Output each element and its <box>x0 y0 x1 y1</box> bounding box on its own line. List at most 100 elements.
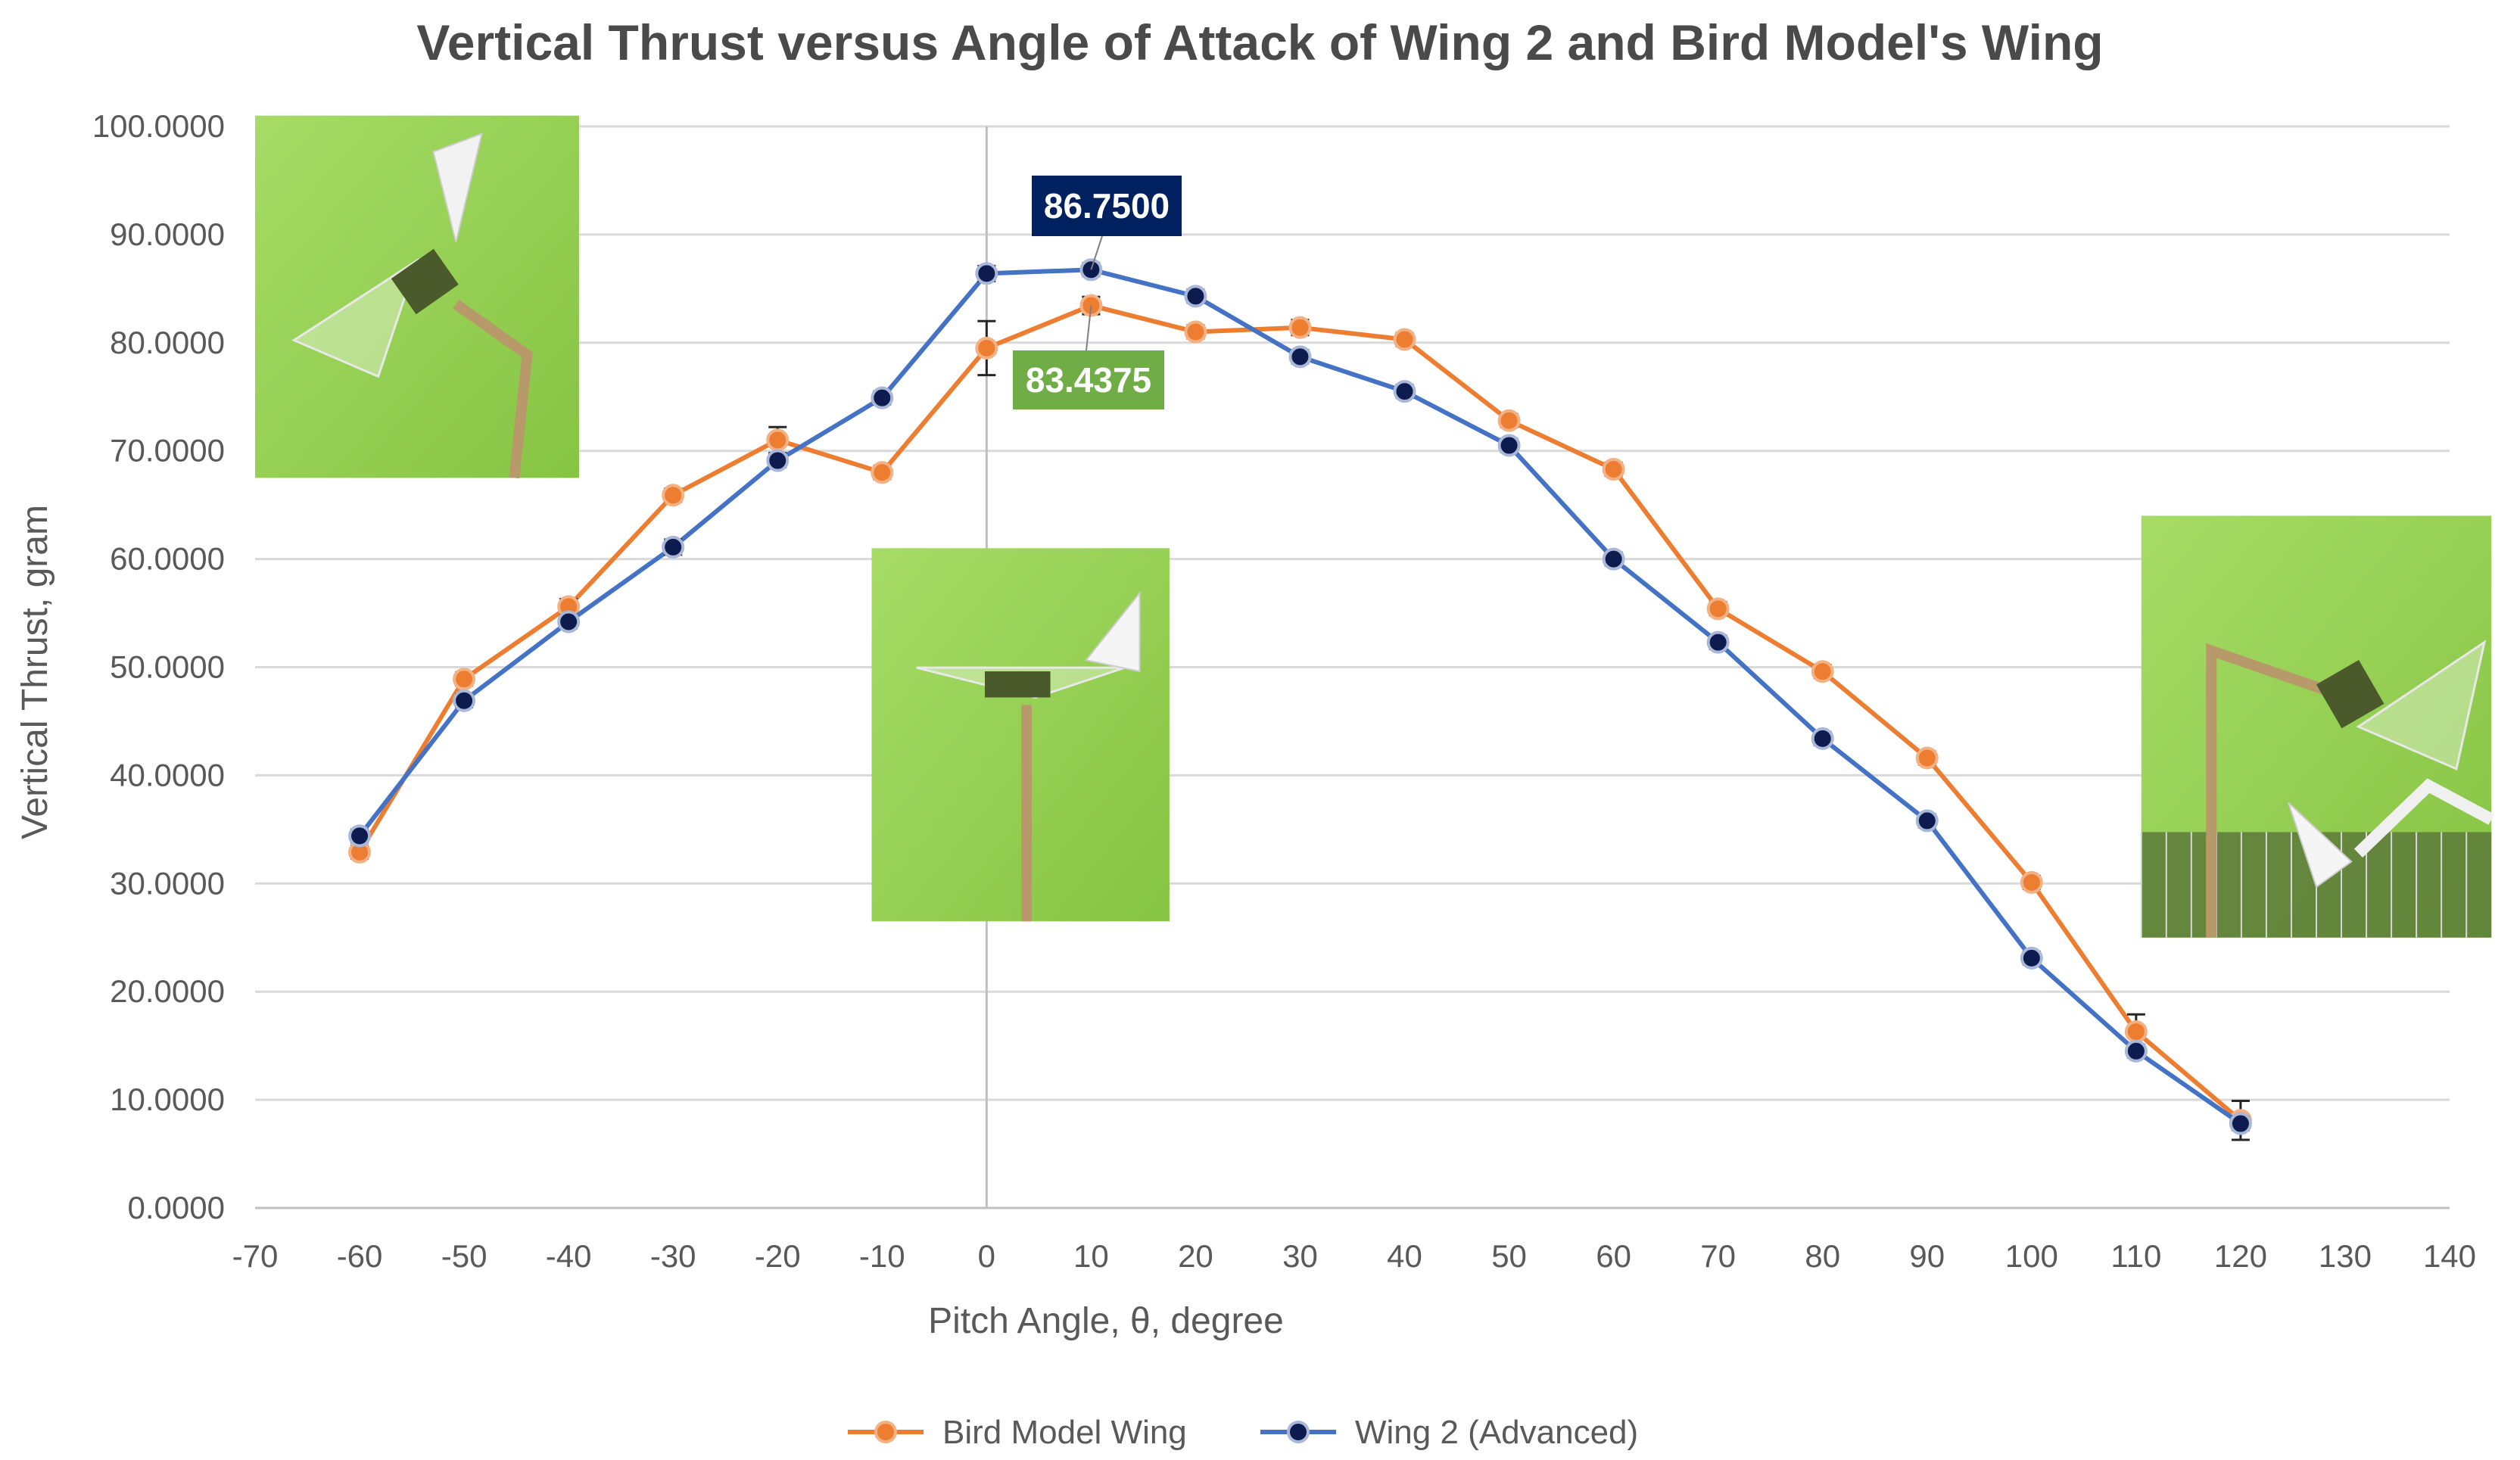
data-point <box>1288 316 1312 339</box>
data-point <box>766 449 790 472</box>
y-tick-label: 90.0000 <box>110 216 225 252</box>
y-tick-label: 10.0000 <box>110 1082 225 1117</box>
callout-label: 83.4375 <box>1026 360 1151 400</box>
series-layer <box>348 258 2252 1141</box>
x-tick-label: 70 <box>1700 1238 1736 1274</box>
y-tick-label: 50.0000 <box>110 649 225 685</box>
callouts: 86.7500 83.4375 <box>1013 176 1182 409</box>
x-tick-label: -40 <box>546 1238 592 1274</box>
x-tick-label: 80 <box>1805 1238 1840 1274</box>
legend-swatch-marker <box>1287 1421 1310 1443</box>
circuit-board <box>984 671 1051 698</box>
data-point <box>1184 320 1207 344</box>
x-tick-label: 40 <box>1387 1238 1422 1274</box>
y-tick-label: 0.0000 <box>128 1190 225 1225</box>
x-axis-title: Pitch Angle, θ, degree <box>928 1301 1284 1341</box>
y-tick-label: 40.0000 <box>110 757 225 792</box>
tick-labels: 0.0000 10.0000 20.0000 30.0000 40.0000 50.000… <box>92 108 2476 1274</box>
photo-wing-zero-pitch <box>871 548 1170 922</box>
data-point <box>453 689 476 712</box>
data-point <box>348 824 372 848</box>
x-tick-label: 0 <box>978 1238 995 1274</box>
data-point <box>975 262 998 285</box>
legend-label: Bird Model Wing <box>942 1414 1187 1451</box>
photo-wing-high-pitch <box>2140 515 2494 938</box>
y-tick-label: 20.0000 <box>110 973 225 1009</box>
data-point <box>453 668 476 691</box>
data-point <box>2020 870 2043 894</box>
x-tick-label: -60 <box>337 1238 383 1274</box>
y-tick-label: 70.0000 <box>110 433 225 469</box>
callout-label: 86.7500 <box>1044 186 1170 226</box>
data-point <box>975 336 998 360</box>
data-point <box>662 484 685 507</box>
callout-box <box>1032 176 1182 236</box>
data-point <box>2124 1020 2148 1044</box>
x-tick-label: 120 <box>2214 1238 2267 1274</box>
x-tick-label: -10 <box>859 1238 905 1274</box>
tail-fin <box>2288 802 2353 889</box>
tail-fin <box>1084 590 1141 673</box>
support-rod <box>2206 643 2336 938</box>
white-arm <box>2353 778 2494 858</box>
x-tick-label: 100 <box>2005 1238 2058 1274</box>
x-tick-label: 30 <box>1282 1238 1318 1274</box>
x-tick-label: 110 <box>2110 1238 2161 1274</box>
x-tick-label: 60 <box>1596 1238 1631 1274</box>
data-point <box>1602 547 1625 571</box>
x-tick-label: 20 <box>1178 1238 1213 1274</box>
circuit-board <box>2316 659 2384 729</box>
data-point <box>871 461 894 484</box>
data-point <box>2124 1039 2148 1063</box>
y-tick-label: 60.0000 <box>110 541 225 577</box>
wing-membrane <box>291 257 419 378</box>
tail-fin <box>432 132 483 243</box>
data-point <box>1915 809 1939 833</box>
data-point <box>2229 1112 2252 1135</box>
callout-box <box>1013 350 1164 409</box>
series-line <box>357 303 2242 1122</box>
data-point <box>1706 597 1730 621</box>
data-point <box>1497 434 1521 457</box>
data-point <box>1915 746 1939 770</box>
data-point <box>1602 457 1625 481</box>
legend-label: Wing 2 (Advanced) <box>1355 1414 1638 1451</box>
photo-background <box>871 548 1170 922</box>
x-tick-label: -70 <box>232 1238 279 1274</box>
data-point <box>1811 660 1834 683</box>
x-tick-label: -20 <box>755 1238 801 1274</box>
data-point <box>1706 630 1730 654</box>
data-point <box>871 386 894 409</box>
data-point <box>1497 409 1521 432</box>
data-point <box>1811 727 1834 750</box>
data-point <box>1288 345 1312 369</box>
data-point <box>557 610 581 633</box>
x-tick-label: -50 <box>441 1238 487 1274</box>
x-tick-label: 130 <box>2319 1238 2372 1274</box>
x-tick-label: 90 <box>1909 1238 1945 1274</box>
data-point <box>1393 380 1416 403</box>
y-axis-title: Vertical Thrust, gram <box>15 505 55 839</box>
x-tick-label: -30 <box>650 1238 696 1274</box>
chart-title: Vertical Thrust versus Angle of Attack o… <box>416 14 2104 70</box>
data-point <box>2020 946 2043 970</box>
data-point <box>1184 285 1207 308</box>
y-tick-label: 80.0000 <box>110 325 225 360</box>
legend: Bird Model Wing Wing 2 (Advanced) <box>848 1414 1638 1451</box>
x-tick-label: 140 <box>2423 1238 2476 1274</box>
callout-leader <box>1086 305 1092 351</box>
wing-membrane <box>2356 640 2487 770</box>
data-point <box>662 535 685 559</box>
callout-leader <box>1090 235 1103 270</box>
y-tick-label: 30.0000 <box>110 865 225 901</box>
legend-swatch-marker <box>874 1421 897 1443</box>
x-tick-label: 50 <box>1491 1238 1527 1274</box>
data-point <box>766 428 790 452</box>
circuit-board <box>391 248 459 315</box>
series-line <box>357 267 2242 1126</box>
photo-insets <box>255 115 2494 938</box>
photo-wing-negative-pitch <box>255 115 579 479</box>
y-tick-label: 100.0000 <box>92 108 225 144</box>
data-point <box>1393 328 1416 351</box>
